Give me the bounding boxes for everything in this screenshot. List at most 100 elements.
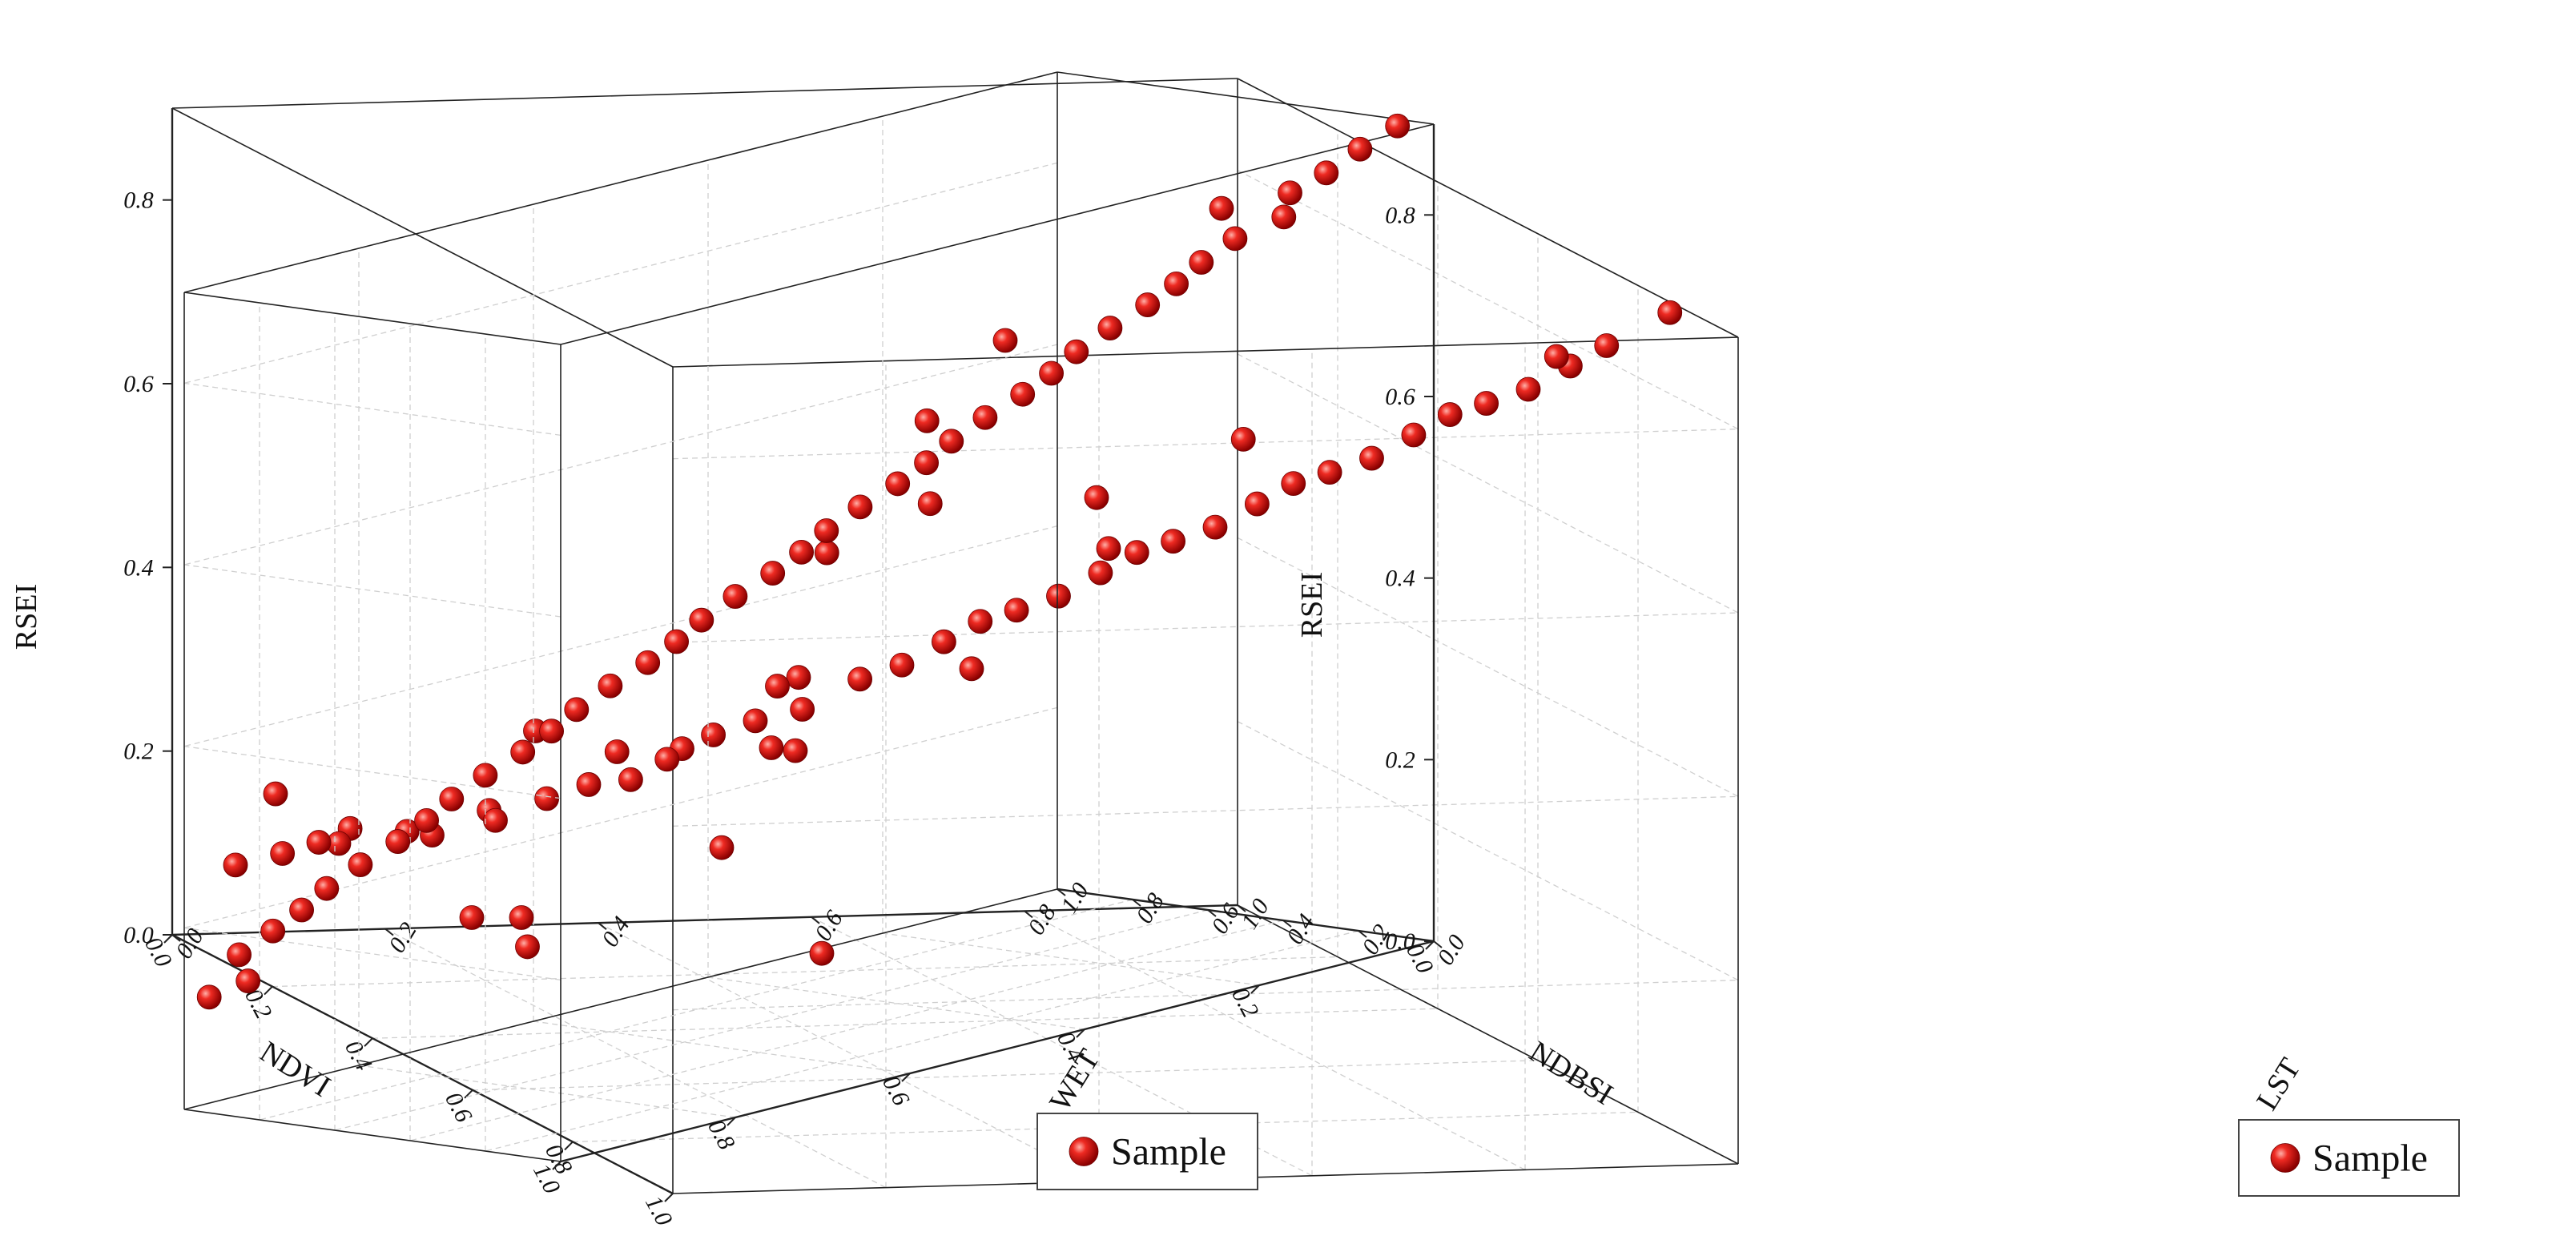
z-tick-label: 0.6	[1385, 384, 1415, 410]
sample-point	[814, 540, 839, 566]
sample-point	[534, 786, 559, 811]
sample-point	[1474, 391, 1499, 416]
y-tick	[811, 916, 820, 924]
sample-point	[618, 767, 643, 792]
sample-point	[414, 807, 439, 833]
sample-point	[1004, 598, 1029, 623]
grid-line	[672, 980, 1739, 1011]
sample-point	[459, 905, 485, 930]
sample-point	[972, 405, 998, 430]
sample-point	[515, 934, 540, 960]
z-tick-label: 0.6	[123, 371, 154, 397]
grid-line	[259, 899, 1133, 1121]
legend: Sample	[1036, 1113, 1258, 1190]
legend-label: Sample	[2312, 1137, 2428, 1180]
y-tick-label: 0.4	[597, 912, 635, 952]
grid-line	[183, 746, 561, 799]
sample-point	[564, 697, 590, 723]
y-tick-label: 0.6	[810, 906, 848, 945]
x-tick	[564, 1141, 574, 1151]
sample-point	[1317, 460, 1342, 485]
y-tick	[1358, 930, 1367, 938]
y-tick-label: 0.8	[1131, 888, 1169, 928]
grid-line	[672, 612, 1739, 643]
sample-point	[1222, 226, 1248, 252]
sample-point	[196, 984, 222, 1010]
sample-point	[1046, 583, 1071, 609]
y-tick	[1057, 888, 1066, 896]
box-edge	[183, 71, 1058, 293]
sample-point	[473, 763, 498, 788]
z-tick-label: 0.0	[1385, 928, 1415, 955]
y-tick-label: 0.8	[1023, 900, 1061, 940]
x-tick-label: 0.6	[877, 1071, 915, 1110]
sample-point	[939, 429, 964, 454]
grid-line	[882, 932, 1260, 986]
sample-point	[1161, 529, 1185, 554]
x-tick	[901, 1073, 911, 1082]
y-tick-label: 1.0	[1056, 878, 1094, 917]
sample-point	[270, 841, 296, 866]
x-tick	[664, 1193, 674, 1202]
sample-point	[1544, 344, 1569, 369]
y-tick	[1282, 920, 1292, 928]
sample-point	[306, 830, 332, 855]
grid-line	[183, 525, 1058, 747]
x-tick-label: 0.6	[440, 1088, 477, 1127]
grid-line	[472, 1060, 1539, 1091]
sample-point	[510, 739, 536, 765]
x-tick	[1076, 1029, 1085, 1038]
z-tick-label: 0.2	[123, 739, 154, 765]
sample-point	[223, 852, 248, 878]
sample-point	[1657, 300, 1683, 325]
sample-point	[1088, 560, 1113, 586]
x-tick	[727, 1117, 736, 1126]
x-tick-label: 0.2	[1226, 983, 1264, 1022]
grid-line	[183, 344, 1058, 566]
sample-point	[227, 942, 252, 968]
sample-point	[439, 787, 465, 811]
y-tick-label: 0.2	[384, 918, 422, 957]
y-tick-label: 0.4	[1282, 909, 1320, 948]
sample-point	[759, 735, 784, 760]
sample-point	[814, 518, 839, 543]
sample-point	[314, 876, 340, 901]
legend-marker	[2270, 1143, 2300, 1173]
sample-point	[1515, 376, 1541, 402]
y-tick	[1433, 940, 1443, 948]
y-axis-label: LST	[2250, 1053, 2307, 1117]
z-tick-label: 0.2	[1385, 747, 1415, 773]
grid-line	[1237, 170, 1739, 430]
sample-point	[1010, 381, 1036, 407]
z-axis-label: RSEI	[1295, 572, 1329, 638]
grid-line	[1237, 353, 1739, 614]
sample-point	[348, 852, 373, 877]
sample-point	[1189, 250, 1214, 275]
sample-point	[1271, 204, 1297, 230]
sample-point	[932, 629, 956, 654]
x-axis-label: NDBSI	[1523, 1035, 1619, 1112]
sample-point	[664, 629, 689, 654]
sample-point	[1385, 113, 1411, 139]
sample-point	[604, 739, 630, 764]
sample-point	[1359, 445, 1384, 471]
z-tick-label: 0.8	[1385, 202, 1415, 228]
box-edge	[183, 292, 561, 345]
z-axis-label: RSEI	[10, 584, 43, 650]
x-tick	[552, 1161, 561, 1170]
box-edge	[183, 888, 1058, 1110]
z-tick-label: 0.8	[123, 187, 154, 214]
y-tick	[1207, 909, 1217, 917]
sample-point	[809, 940, 835, 966]
box-edge	[183, 1109, 561, 1162]
grid-line	[672, 795, 1739, 827]
sample-point	[598, 673, 623, 698]
grid-line	[183, 564, 561, 618]
grid-line	[409, 920, 1284, 1141]
grid-line	[672, 429, 1739, 460]
sample-point	[1245, 491, 1270, 517]
sample-point	[635, 650, 661, 675]
box-edge	[171, 78, 1238, 109]
sample-point	[917, 491, 943, 517]
